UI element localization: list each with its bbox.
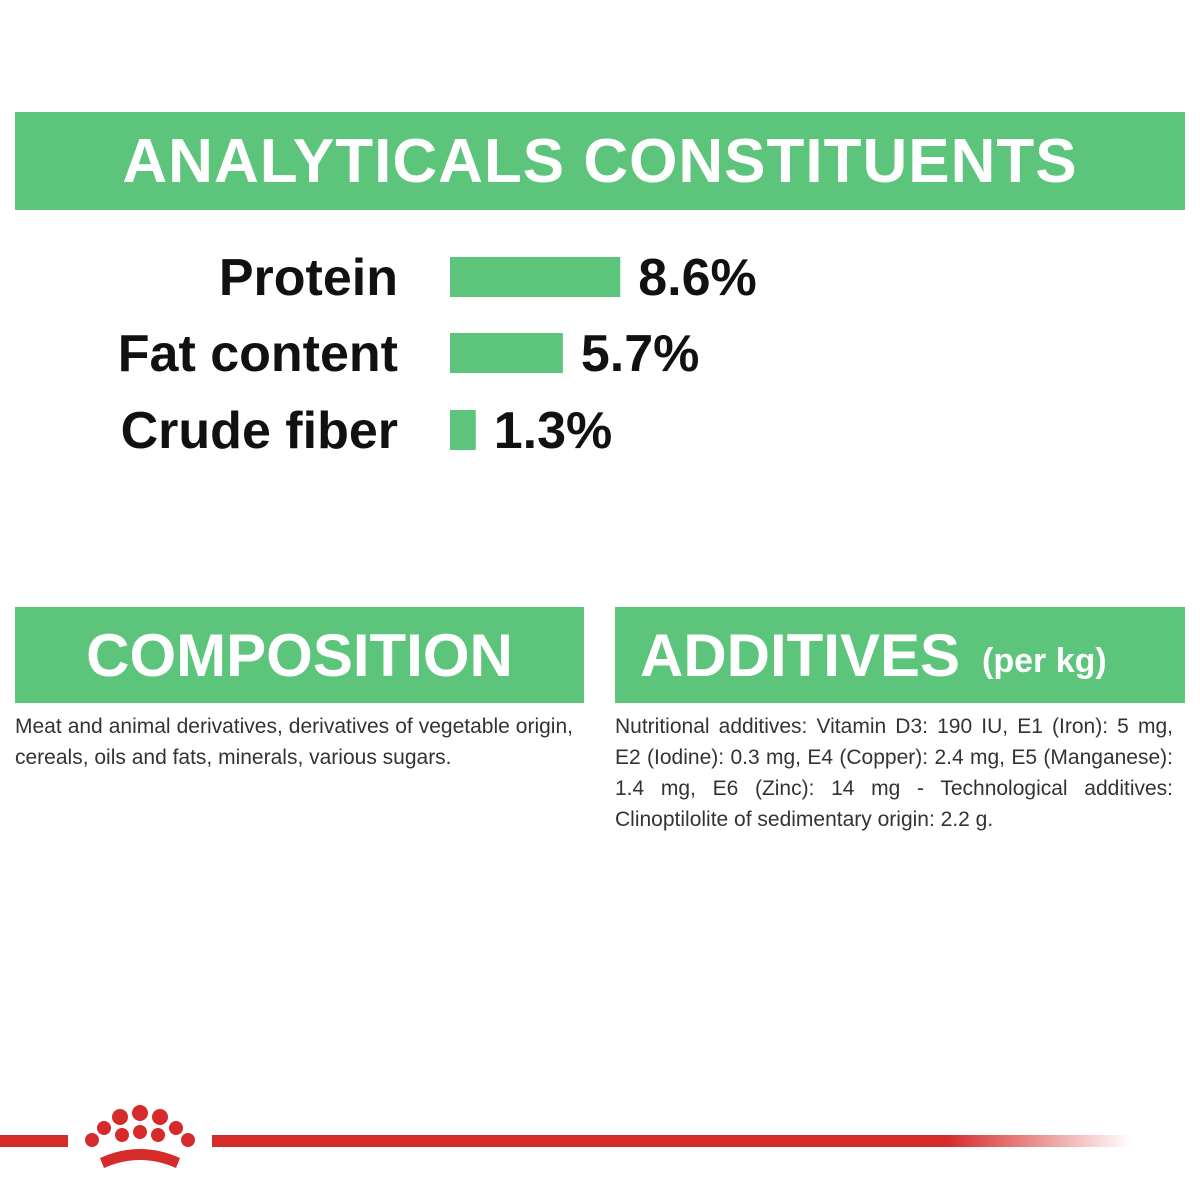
chart-title: ANALYTICALS CONSTITUENTS	[122, 126, 1078, 196]
category-label: Fat content	[118, 325, 398, 383]
footer-line	[212, 1135, 1132, 1147]
section-header: ANALYTICALS CONSTITUENTS	[15, 112, 1185, 210]
category-label: Protein	[219, 249, 398, 307]
value-label: 8.6%	[638, 249, 757, 307]
footer-line	[0, 1135, 68, 1147]
composition-text: Meat and animal derivatives, derivatives…	[15, 715, 573, 769]
bar	[450, 257, 621, 297]
section-header: ADDITIVES (per kg)	[615, 607, 1185, 703]
chart: Protein 8.6% Fat content 5.7% Crude fiber 1.3…	[118, 249, 757, 460]
bar	[450, 333, 563, 373]
crown-logo	[85, 1105, 195, 1168]
additives-text: Nutritional additives: Vitamin D3: 190 I…	[615, 715, 1173, 831]
additives-title: ADDITIVES	[640, 621, 961, 689]
value-label: 1.3%	[494, 402, 613, 460]
category-label: Crude fiber	[121, 402, 398, 460]
additives-subtitle: (per kg)	[982, 641, 1107, 680]
bar	[450, 410, 476, 450]
composition-title: COMPOSITION	[86, 621, 513, 689]
value-label: 5.7%	[581, 325, 700, 383]
section-header: COMPOSITION	[15, 607, 584, 703]
